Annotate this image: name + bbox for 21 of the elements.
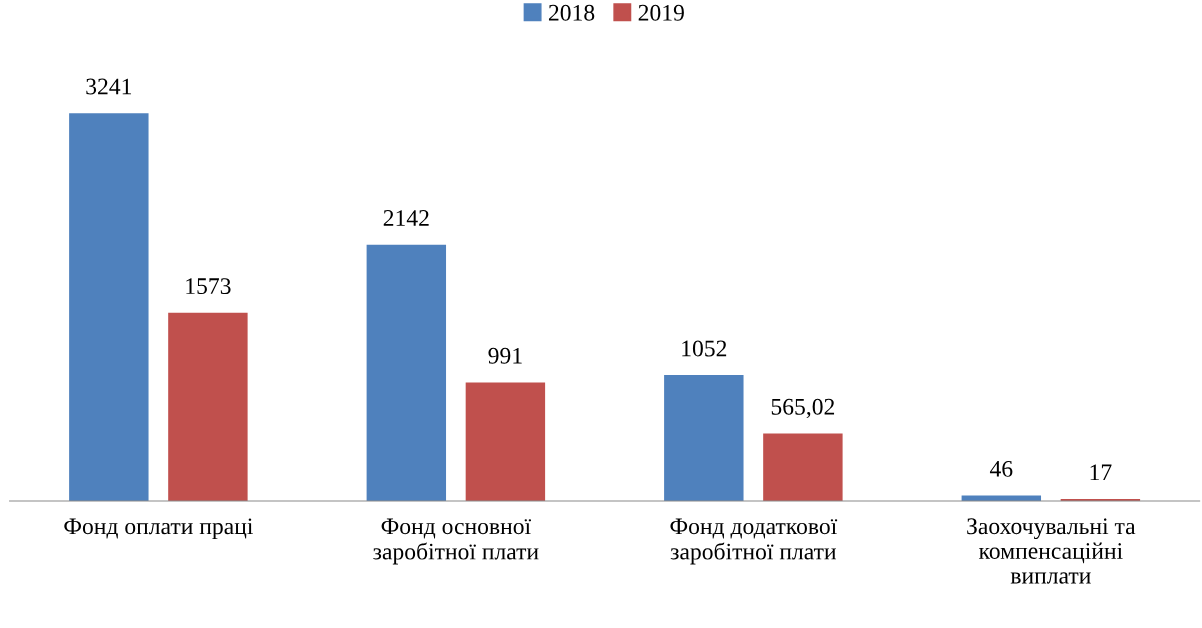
bar: [69, 113, 149, 501]
x-tick-label: Фонд основної заробітної плати: [373, 518, 539, 565]
bar: [664, 375, 744, 501]
data-label: 3241: [86, 78, 132, 95]
bar: [168, 312, 248, 501]
bar: [465, 382, 546, 501]
data-label: 565,02: [771, 398, 835, 419]
bar: [961, 495, 1042, 501]
x-tick-label: Заохочувальні та компенсаційні виплати: [967, 518, 1136, 584]
data-label: 1052: [682, 340, 727, 357]
data-label: 46: [989, 460, 1013, 477]
data-label: 1573: [186, 278, 231, 295]
bar: [366, 244, 447, 501]
legend-label: 2018: [548, 4, 595, 21]
bar: [763, 433, 843, 501]
legend-label: 2019: [638, 4, 684, 21]
data-label: 991: [488, 347, 522, 364]
data-label: 17: [1090, 464, 1112, 481]
x-tick-label: Фонд додаткової заробітної плати: [670, 518, 838, 565]
data-label: 2142: [383, 210, 429, 226]
x-tick-label: Фонд оплати праці: [64, 518, 253, 540]
